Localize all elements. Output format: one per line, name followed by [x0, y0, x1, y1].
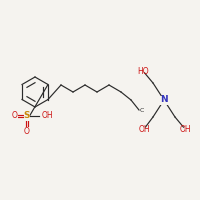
Text: O: O — [24, 127, 30, 136]
Text: OH: OH — [179, 124, 191, 134]
Text: C: C — [140, 108, 144, 114]
Text: O: O — [12, 112, 18, 120]
Text: S: S — [24, 112, 30, 120]
Text: HO: HO — [137, 66, 149, 75]
Text: OH: OH — [138, 124, 150, 134]
Text: N: N — [160, 96, 168, 104]
Text: OH: OH — [42, 112, 53, 120]
